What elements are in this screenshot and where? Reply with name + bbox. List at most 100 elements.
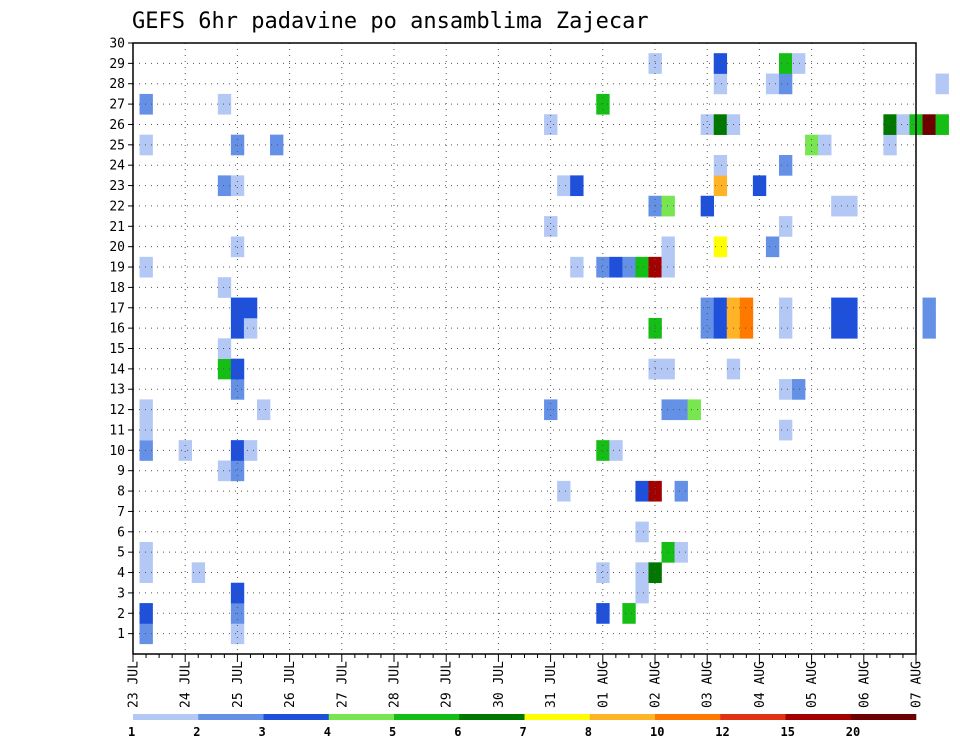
y-tick-label: 4 xyxy=(117,566,125,581)
x-axis: 23 JUL 24 JUL 25 JUL 26 JUL 27 JUL 28 JUL 29 J… xyxy=(127,654,925,708)
heatmap-cell xyxy=(661,256,675,278)
heatmap-cell xyxy=(230,460,245,482)
heatmap-cell xyxy=(230,175,245,197)
heatmap-cell xyxy=(217,338,232,359)
heatmap-cell xyxy=(139,623,153,645)
heatmap-cell xyxy=(739,317,754,339)
heatmap-cell xyxy=(922,317,936,339)
heatmap-cell xyxy=(935,114,949,135)
heatmap-cell xyxy=(831,195,845,217)
heatmap-cell xyxy=(883,134,897,156)
heatmap-cell xyxy=(570,175,584,197)
y-tick-label: 26 xyxy=(109,118,125,133)
heatmap-cell xyxy=(674,480,688,502)
y-tick-label: 5 xyxy=(117,546,125,561)
x-tick-label: 28 JUL xyxy=(388,661,403,708)
heatmap-cell xyxy=(713,73,728,95)
heatmap-cell xyxy=(713,236,728,258)
heatmap-cell xyxy=(922,297,936,319)
x-tick-label: 23 JUL xyxy=(127,661,142,708)
heatmap-cell xyxy=(557,480,571,502)
heatmap-cell xyxy=(713,175,728,197)
heatmap-cell xyxy=(622,256,636,278)
y-tick-label: 22 xyxy=(109,199,125,214)
heatmap-cell xyxy=(139,93,153,115)
x-tick-label: 01 AUG xyxy=(596,661,611,708)
heatmap-cell xyxy=(256,399,271,421)
y-tick-label: 21 xyxy=(109,220,125,235)
heatmap-cell xyxy=(674,541,688,563)
plot-frame xyxy=(132,42,917,655)
y-tick-label: 3 xyxy=(117,586,125,601)
heatmap-cell xyxy=(674,399,688,421)
x-tick-label: 29 JUL xyxy=(440,661,455,708)
y-tick-label: 10 xyxy=(109,444,125,459)
x-tick-label: 06 AUG xyxy=(857,661,872,708)
heatmap-cell xyxy=(778,419,793,441)
heatmap-cell xyxy=(596,440,610,461)
colorbar-label: 12 xyxy=(715,725,729,739)
y-tick-label: 15 xyxy=(109,342,125,357)
x-tick-label: 31 JUL xyxy=(544,661,559,708)
heatmap-cell xyxy=(661,236,675,258)
colorbar-segment xyxy=(133,714,199,720)
y-tick-label: 9 xyxy=(117,464,125,479)
y-tick-label: 2 xyxy=(117,607,125,622)
heatmap-cell xyxy=(596,562,610,584)
heatmap-cell xyxy=(778,53,793,74)
heatmap-cell xyxy=(243,317,258,339)
heatmap-cell xyxy=(765,73,780,95)
y-tick-label: 1 xyxy=(117,627,125,642)
colorbar-label: 3 xyxy=(259,725,266,739)
heatmap-cell xyxy=(635,562,649,584)
heatmap-cell xyxy=(139,603,153,624)
y-axis: 1234567891011121314151617181920212223242… xyxy=(109,37,133,642)
y-tick-label: 19 xyxy=(109,261,125,276)
y-tick-label: 30 xyxy=(109,37,125,52)
cells-layer xyxy=(139,53,949,645)
colorbar-segment xyxy=(720,714,786,720)
colorbar-segment xyxy=(394,714,460,720)
heatmap-cell xyxy=(230,358,245,380)
heatmap-cell xyxy=(217,460,232,482)
y-tick-label: 6 xyxy=(117,525,125,540)
y-tick-label: 12 xyxy=(109,403,125,418)
heatmap-cell xyxy=(570,256,584,278)
heatmap-cell xyxy=(778,216,793,237)
y-tick-label: 11 xyxy=(109,423,125,438)
heatmap-cell xyxy=(778,155,793,176)
x-tick-label: 02 AUG xyxy=(649,661,664,708)
colorbar-segment xyxy=(263,714,330,720)
y-tick-label: 8 xyxy=(117,485,125,500)
heatmap-cell xyxy=(778,73,793,95)
y-tick-label: 16 xyxy=(109,322,125,337)
y-tick-label: 25 xyxy=(109,138,125,153)
x-tick-label: 26 JUL xyxy=(283,661,298,708)
colorbar-label: 20 xyxy=(846,725,860,739)
y-tick-label: 17 xyxy=(109,301,125,316)
colorbar-segment xyxy=(655,714,721,720)
heatmap-cell xyxy=(844,297,858,319)
x-tick-label: 24 JUL xyxy=(179,661,194,708)
x-tick-label: 25 JUL xyxy=(231,661,246,708)
heatmap-cell xyxy=(178,440,193,461)
colorbar: 1 2 3 4 5 6 7 8 10 12 15 20 xyxy=(128,714,917,739)
heatmap-cell xyxy=(778,297,793,319)
heatmap-cell xyxy=(557,175,571,197)
heatmap-cell xyxy=(687,399,701,421)
colorbar-segment xyxy=(459,714,525,720)
heatmap-cell xyxy=(230,134,245,156)
colorbar-segment xyxy=(850,714,917,720)
heatmap-cell xyxy=(778,317,793,339)
heatmap-cell xyxy=(765,236,780,258)
colorbar-label: 2 xyxy=(193,725,200,739)
heatmap-cell xyxy=(635,256,649,278)
y-tick-label: 14 xyxy=(109,362,125,377)
heatmap-cell xyxy=(831,297,845,319)
heatmap-cell xyxy=(713,53,728,74)
heatmap-cell xyxy=(622,603,636,624)
heatmap-cell xyxy=(739,297,754,319)
x-tick-label: 05 AUG xyxy=(805,661,820,708)
heatmap-cell xyxy=(713,114,728,135)
x-tick-label: 27 JUL xyxy=(335,661,350,708)
